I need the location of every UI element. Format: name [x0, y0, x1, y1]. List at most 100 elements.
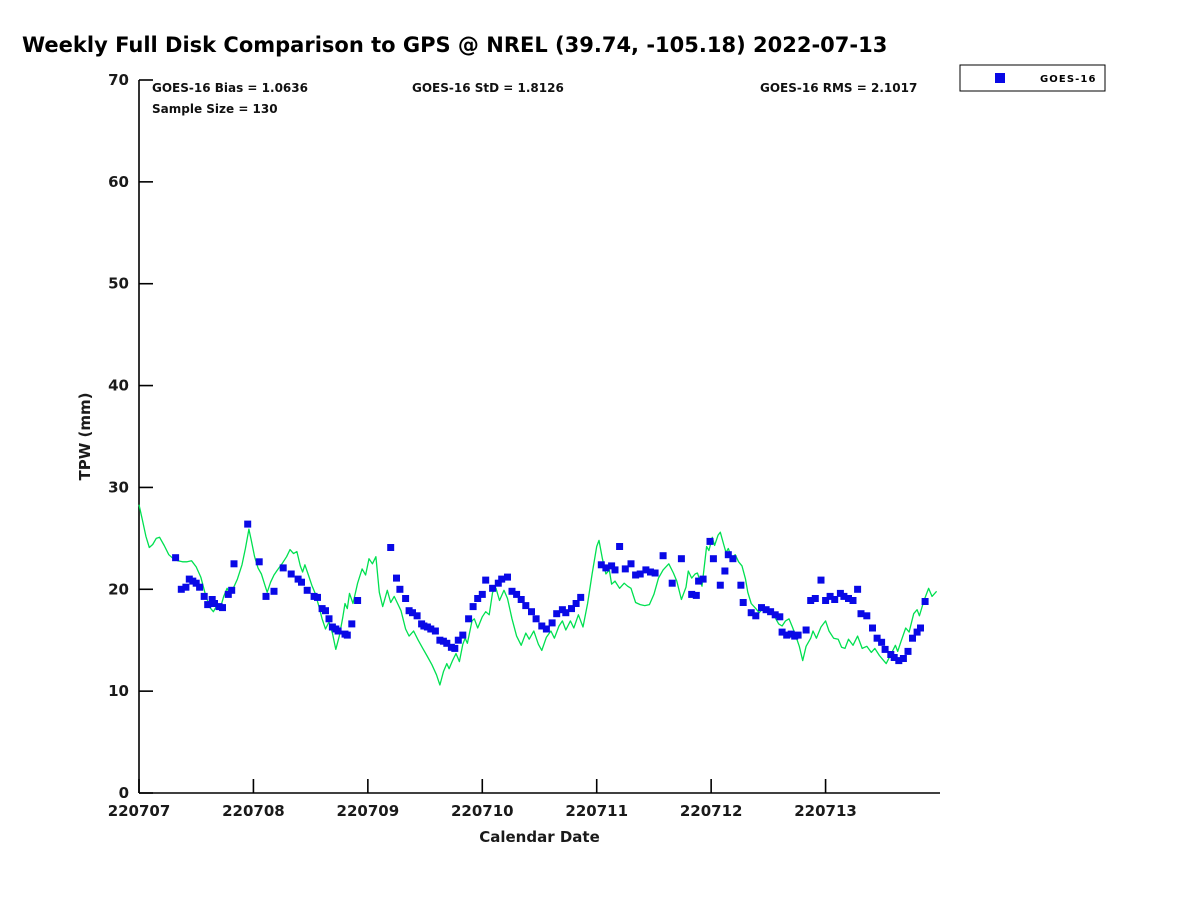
goes16-data-point — [904, 647, 912, 655]
goes16-data-point — [211, 600, 218, 607]
goes16-data-point — [817, 576, 825, 584]
goes16-data-point — [513, 590, 521, 598]
goes16-data-point — [343, 631, 351, 639]
goes16-data-point — [572, 600, 580, 607]
y-tick-label: 40 — [108, 377, 129, 395]
goes16-data-point — [627, 560, 635, 568]
goes16-data-point — [776, 613, 784, 621]
goes16-data-point — [642, 566, 650, 574]
goes16-data-point — [204, 601, 212, 609]
goes16-data-point — [177, 585, 185, 593]
goes16-data-point — [632, 571, 640, 579]
goes16-data-point — [451, 644, 459, 652]
goes16-data-point — [621, 565, 629, 573]
goes16-data-point — [608, 562, 616, 570]
goes16-data-point — [538, 622, 546, 630]
x-tick-label: 220711 — [565, 802, 628, 820]
goes16-data-point — [354, 597, 362, 604]
goes16-data-point — [454, 636, 462, 644]
goes16-data-point — [747, 609, 755, 617]
goes16-data-point — [409, 609, 416, 617]
goes16-data-point — [677, 555, 685, 563]
x-tick-label: 220708 — [222, 802, 285, 820]
goes16-data-point — [822, 597, 830, 604]
goes16-data-point — [255, 558, 263, 566]
goes16-data-point — [863, 612, 871, 620]
x-tick-label: 220709 — [337, 802, 400, 820]
goes16-data-point — [807, 597, 815, 604]
goes16-data-point — [542, 625, 550, 633]
x-axis: 220707 220708 220709 220710 220711 220712 2207… — [108, 779, 940, 820]
goes16-data-point — [314, 593, 321, 601]
goes16-data-point — [532, 615, 540, 623]
goes16-data-point — [270, 587, 278, 595]
y-tick-label: 10 — [108, 682, 129, 700]
stat-bias: GOES-16 Bias = 1.0636 — [152, 81, 308, 95]
y-tick-label: 0 — [119, 784, 129, 802]
goes16-data-point — [854, 585, 862, 593]
goes16-data-point — [752, 612, 760, 620]
goes16-data-point — [387, 544, 395, 551]
y-axis-label: TPW (mm) — [76, 393, 94, 481]
stat-std: GOES-16 StD = 1.8126 — [412, 81, 564, 95]
y-tick-label: 30 — [108, 478, 129, 496]
goes16-data-point — [348, 620, 356, 628]
goes16-data-point — [921, 598, 929, 605]
goes16-data-point — [716, 581, 724, 589]
goes16-data-point — [826, 592, 834, 600]
goes16-data-point — [758, 604, 765, 612]
goes16-data-point — [721, 567, 729, 575]
goes16-data-point — [504, 573, 511, 581]
goes16-data-point — [230, 560, 238, 568]
goes16-data-point — [528, 608, 535, 616]
stat-rms: GOES-16 RMS = 2.1017 — [760, 81, 917, 95]
goes16-data-point — [322, 607, 329, 615]
goes16-data-point — [917, 624, 924, 632]
goes16-data-point — [562, 609, 570, 617]
goes16-data-point — [244, 520, 252, 528]
goes16-data-point — [303, 586, 311, 594]
goes16-data-point — [443, 639, 451, 647]
goes16-data-point — [616, 543, 624, 550]
goes16-data-point — [688, 590, 696, 598]
goes16-data-point — [489, 584, 497, 592]
goes16-data-point — [873, 634, 881, 642]
goes16-data-point — [553, 610, 561, 618]
goes16-data-point — [699, 575, 707, 583]
goes16-data-point — [909, 634, 916, 642]
goes16-data-point — [478, 590, 486, 598]
gps-line — [138, 504, 938, 686]
goes16-data-point — [402, 595, 410, 602]
goes16-data-point — [192, 579, 200, 587]
goes16-data-point — [739, 599, 747, 606]
stat-sample-size: Sample Size = 130 — [152, 102, 278, 116]
goes16-data-point — [857, 610, 865, 618]
goes16-data-point — [771, 611, 779, 619]
goes16-data-point — [287, 570, 295, 578]
goes16-data-point — [706, 537, 714, 545]
goes16-data-point — [849, 597, 857, 604]
goes16-data-point — [895, 657, 903, 665]
goes16-data-point — [182, 583, 190, 591]
goes16-data-point — [611, 566, 619, 574]
goes16-data-point — [794, 631, 802, 639]
goes16-data-point — [262, 592, 270, 600]
goes16-data-point — [695, 577, 703, 585]
goes16-data-point — [459, 631, 467, 639]
legend-label: GOES-16 — [1040, 74, 1097, 85]
goes16-data-point — [762, 606, 770, 614]
goes16-data-point — [413, 612, 421, 620]
goes16-data-point — [517, 596, 525, 603]
goes16-scatter-series — [172, 520, 929, 665]
goes16-data-point — [508, 587, 516, 595]
goes16-data-point — [469, 603, 477, 611]
goes16-data-point — [840, 592, 848, 600]
goes16-data-point — [647, 568, 654, 576]
goes16-data-point — [597, 561, 605, 569]
goes16-data-point — [913, 628, 921, 636]
x-tick-label: 220710 — [451, 802, 514, 820]
goes16-data-point — [494, 579, 502, 587]
goes16-data-point — [219, 604, 226, 612]
